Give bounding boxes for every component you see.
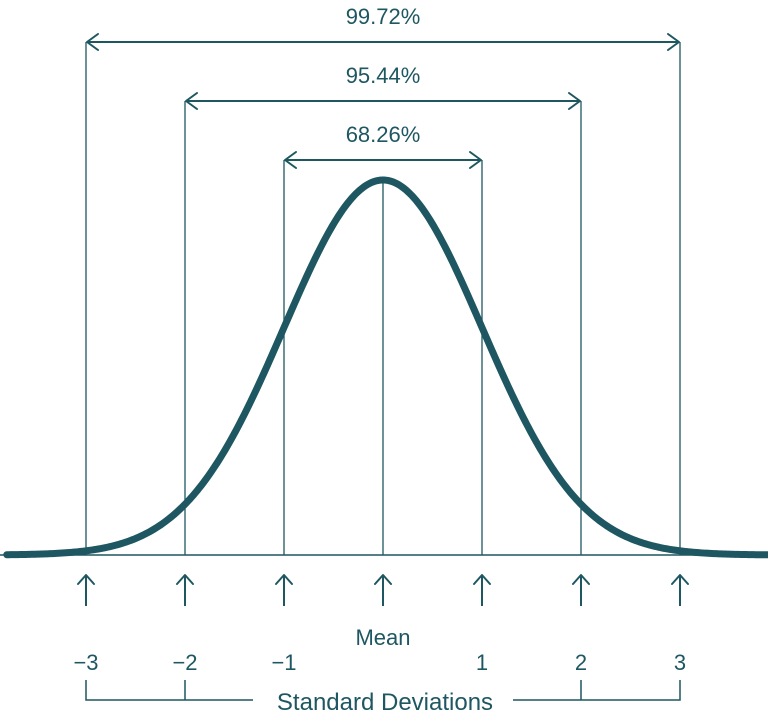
interval-label: 99.72%	[346, 4, 421, 29]
arrow-head	[77, 574, 95, 585]
tick-arrows	[77, 574, 689, 606]
arrowhead-left	[284, 151, 297, 169]
interval-2sigma: 95.44%	[185, 63, 581, 110]
sigma-guide-lines	[85, 42, 681, 555]
mean-label: Mean	[355, 625, 410, 650]
arrowhead-right	[568, 92, 581, 110]
interval-label: 68.26%	[346, 122, 421, 147]
arrowhead-right	[469, 151, 482, 169]
arrowhead-left	[86, 33, 99, 51]
tick-labels: −3 −2 −1 1 2 3	[73, 650, 686, 675]
tick-arrow-minus2	[176, 574, 194, 606]
standard-deviations-label: Standard Deviations	[277, 689, 493, 716]
arrow-head	[275, 574, 293, 585]
arrow-head	[671, 574, 689, 585]
bell-curve	[3, 176, 768, 559]
arrow-head	[473, 574, 491, 585]
arrowhead-left	[185, 92, 198, 110]
arrow-head	[374, 574, 392, 585]
tick-label: −2	[172, 650, 197, 675]
tick-arrow-minus3	[77, 574, 95, 606]
interval-label: 95.44%	[346, 63, 421, 88]
standard-deviations-bracket	[85, 680, 681, 701]
tick-label: 3	[674, 650, 686, 675]
tick-label: 2	[575, 650, 587, 675]
arrowhead-right	[667, 33, 680, 51]
tick-arrow-minus1	[275, 574, 293, 606]
arrow-head	[176, 574, 194, 585]
tick-arrow-0	[374, 574, 392, 606]
interval-brackets: 68.26% 95.44% 99.72%	[86, 4, 680, 169]
tick-label: 1	[476, 650, 488, 675]
interval-3sigma: 99.72%	[86, 4, 680, 51]
tick-arrow-2	[572, 574, 590, 606]
tick-label: −3	[73, 650, 98, 675]
tick-label: −1	[271, 650, 296, 675]
tick-arrow-3	[671, 574, 689, 606]
interval-1sigma: 68.26%	[284, 122, 482, 169]
arrow-head	[572, 574, 590, 585]
tick-arrow-1	[473, 574, 491, 606]
